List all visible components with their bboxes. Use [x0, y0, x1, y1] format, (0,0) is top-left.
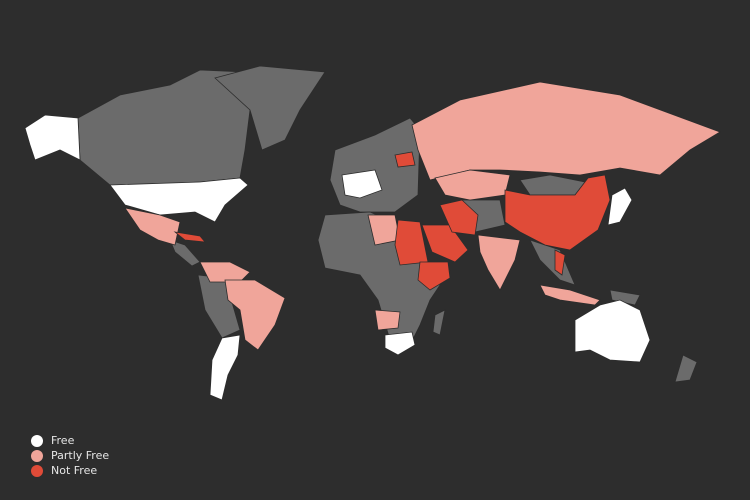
- legend-label: Free: [51, 434, 75, 447]
- region-sudan-egypt[interactable]: [394, 219, 429, 266]
- region-russia[interactable]: [411, 81, 721, 181]
- legend-item-partly-free[interactable]: Partly Free: [31, 448, 109, 463]
- region-western-europe[interactable]: [341, 169, 383, 199]
- region-alaska[interactable]: [24, 114, 81, 161]
- legend-item-not-free[interactable]: Not Free: [31, 463, 109, 478]
- region-central-america[interactable]: [169, 239, 201, 267]
- partly-free-swatch-icon: [31, 449, 43, 462]
- region-usa[interactable]: [109, 177, 249, 223]
- region-greenland[interactable]: [214, 65, 326, 151]
- region-southeast-asia[interactable]: [529, 239, 576, 286]
- region-indonesia[interactable]: [539, 284, 601, 306]
- region-madagascar[interactable]: [432, 309, 446, 336]
- legend: Free Partly Free Not Free: [31, 433, 109, 478]
- region-australia[interactable]: [574, 299, 651, 363]
- region-argentina-chile[interactable]: [209, 334, 241, 401]
- region-belarus[interactable]: [394, 151, 416, 168]
- legend-label: Partly Free: [51, 449, 110, 462]
- free-swatch-icon: [31, 434, 43, 447]
- region-ethiopia[interactable]: [417, 261, 451, 291]
- region-mongolia[interactable]: [519, 174, 586, 196]
- region-new-guinea[interactable]: [609, 289, 641, 306]
- region-china[interactable]: [504, 174, 611, 251]
- not-free-swatch-icon: [31, 464, 43, 477]
- region-brazil[interactable]: [224, 279, 286, 351]
- region-india[interactable]: [477, 234, 521, 291]
- legend-item-free[interactable]: Free: [31, 433, 109, 448]
- legend-label: Not Free: [51, 464, 98, 477]
- region-canada[interactable]: [77, 69, 251, 186]
- region-cuba[interactable]: [173, 231, 206, 243]
- region-central-africa[interactable]: [374, 309, 401, 331]
- region-colombia-venezuela[interactable]: [199, 261, 251, 283]
- region-south-africa[interactable]: [384, 331, 416, 356]
- region-iran[interactable]: [439, 199, 479, 236]
- region-saudi-arabia[interactable]: [421, 224, 469, 263]
- region-mexico[interactable]: [124, 207, 181, 246]
- region-new-zealand[interactable]: [674, 354, 698, 383]
- region-vietnam[interactable]: [554, 249, 566, 276]
- region-japan[interactable]: [607, 187, 633, 226]
